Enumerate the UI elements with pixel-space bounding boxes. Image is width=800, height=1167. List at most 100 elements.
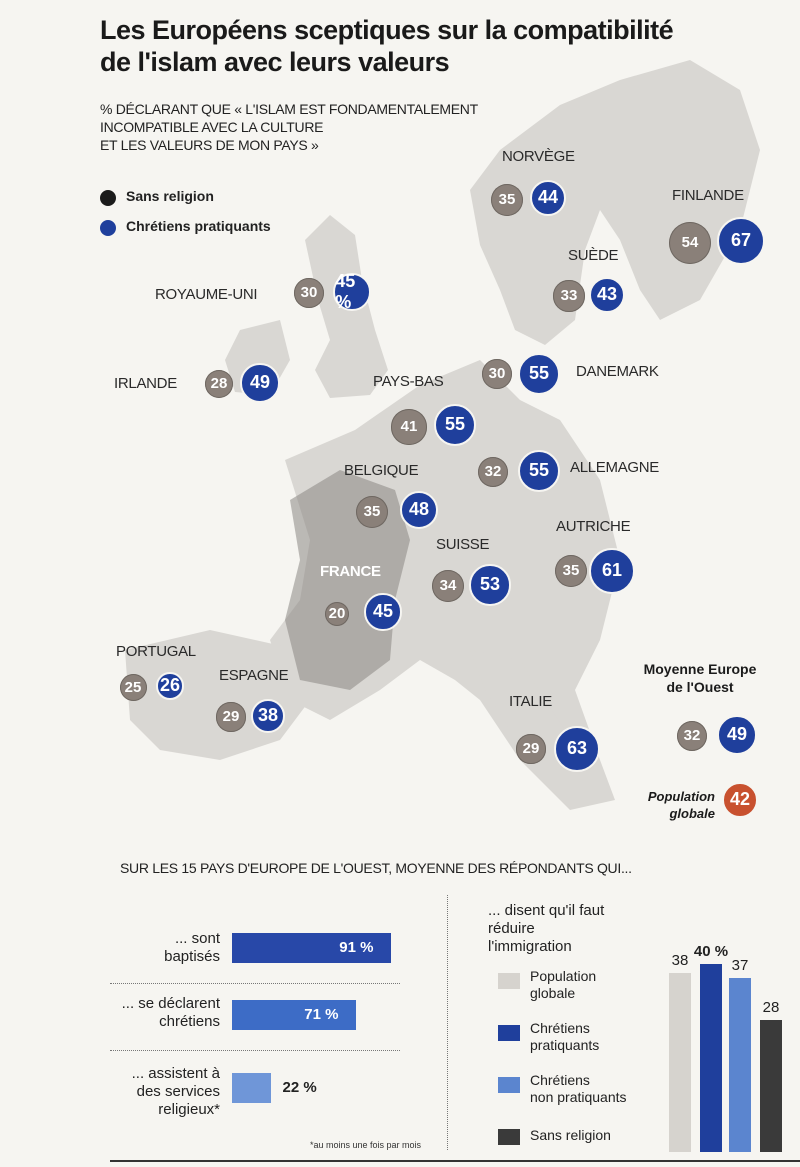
- bar-label: ... se déclarent chrétiens: [100, 995, 220, 1031]
- immigration-heading: ... disent qu'il faut réduire l'immigrat…: [488, 902, 648, 956]
- bubble-chretiens-pratiquants-portugal: 26: [156, 672, 184, 700]
- country-label-italie: ITALIE: [509, 693, 552, 710]
- bar-label-line: chrétiens: [159, 1013, 220, 1030]
- country-label-irlande: IRLANDE: [114, 375, 177, 392]
- country-label-danemark: DANEMARK: [576, 363, 659, 380]
- immigration-heading-line: ... disent qu'il faut réduire: [488, 902, 605, 937]
- country-label-pays-bas: PAYS-BAS: [373, 373, 444, 390]
- legend-swatch: [498, 1025, 520, 1041]
- legend-label-line: pratiquants: [530, 1037, 600, 1053]
- bubble-chretiens-pratiquants-france: 45: [364, 593, 402, 631]
- country-label-autriche: AUTRICHE: [556, 518, 631, 535]
- bubble-chretiens-pratiquants-royaume-uni: 45 %: [333, 271, 371, 312]
- bubble-sans-religion-average: 32: [676, 720, 708, 752]
- main-title: Les Européens sceptiques sur la compatib…: [100, 14, 740, 78]
- bar-value-label: 71 %: [304, 1006, 339, 1023]
- legend-label: Chrétiens pratiquants: [126, 218, 271, 234]
- legend-label-line: Chrétiens: [530, 1020, 590, 1036]
- bubble-chretiens-pratiquants-irlande: 49: [240, 363, 280, 403]
- bubble-sans-religion-france: 20: [324, 601, 350, 627]
- population-globale-label-line: globale: [669, 806, 715, 821]
- average-title: Moyenne Europe de l'Ouest: [630, 660, 770, 696]
- bar-label-line: ... sont: [174, 930, 220, 947]
- title-line: de l'islam avec leurs valeurs: [100, 47, 450, 77]
- legend-swatch: [498, 973, 520, 989]
- legend-label-line: globale: [530, 985, 576, 1001]
- bubble-sans-religion-belgique: 35: [355, 495, 389, 529]
- legend-label: Sans religion: [530, 1127, 611, 1144]
- bar-label-line: ... se déclarent: [121, 995, 220, 1012]
- legend-label-line: Sans religion: [530, 1127, 611, 1143]
- bar-section-heading: SUR LES 15 PAYS D'EUROPE DE L'OUEST, MOY…: [120, 860, 632, 876]
- title-line: Les Européens sceptiques sur la compatib…: [100, 15, 674, 45]
- bar-label: ... sont baptisés: [100, 930, 220, 966]
- bar-separator: [110, 1050, 400, 1051]
- vertical-bar-value: 28: [762, 999, 780, 1017]
- bar-label-line: ... assistent à: [131, 1065, 220, 1082]
- country-label-suede: SUÈDE: [568, 247, 619, 264]
- bar-3: [232, 1073, 271, 1103]
- bubble-sans-religion-italie: 29: [516, 734, 546, 764]
- vertical-bar: [729, 978, 751, 1152]
- bubble-sans-religion-suede: 33: [553, 280, 585, 312]
- bubble-population-globale: 42: [722, 782, 758, 818]
- country-label-allemagne: ALLEMAGNE: [570, 459, 659, 476]
- bubble-sans-religion-pays-bas: 41: [391, 409, 427, 445]
- legend-label: Chrétiens pratiquants: [530, 1020, 599, 1054]
- country-label-belgique: BELGIQUE: [344, 462, 419, 479]
- subtitle: % DÉCLARANT QUE « L'ISLAM EST FONDAMENTA…: [100, 100, 530, 154]
- immigration-heading-line: l'immigration: [488, 938, 572, 955]
- legend-label-line: Chrétiens: [530, 1072, 590, 1088]
- section-divider: [447, 895, 448, 1150]
- bar-label-line: religieux*: [158, 1101, 220, 1118]
- country-label-espagne: ESPAGNE: [219, 667, 289, 684]
- bubble-chretiens-pratiquants-autriche: 61: [589, 548, 635, 594]
- average-title-line: Moyenne Europe: [643, 661, 757, 677]
- bar-label: ... assistent à des services religieux*: [100, 1065, 220, 1119]
- bar-2: [232, 1000, 357, 1030]
- bar-label-line: baptisés: [164, 948, 220, 965]
- country-label-norvege: NORVÈGE: [502, 148, 575, 165]
- bubble-sans-religion-royaume-uni: 30: [294, 278, 324, 308]
- bubble-chretiens-pratiquants-allemagne: 55: [517, 449, 561, 493]
- country-label-portugal: PORTUGAL: [116, 643, 196, 660]
- legend-swatch: [498, 1129, 520, 1145]
- subtitle-line: % DÉCLARANT QUE « L'ISLAM EST FONDAMENTA…: [100, 101, 478, 117]
- vertical-bar: [669, 973, 691, 1152]
- legend-label-line: non pratiquants: [530, 1089, 627, 1105]
- bubble-chretiens-pratiquants-norvege: 44: [529, 179, 567, 217]
- bubble-sans-religion-danemark: 30: [482, 359, 512, 389]
- bar-1: [232, 933, 392, 963]
- bubble-chretiens-pratiquants-danemark: 55: [517, 352, 561, 396]
- bottom-rule: [110, 1160, 800, 1162]
- vertical-bar-value: 40 %: [693, 943, 729, 960]
- bar-value-label: 22 %: [282, 1079, 317, 1096]
- vertical-bar: [700, 964, 722, 1152]
- bubble-sans-religion-espagne: 29: [216, 702, 246, 732]
- legend-swatch-blue: [100, 220, 116, 236]
- bubble-sans-religion-autriche: 35: [554, 554, 588, 588]
- bubble-chretiens-pratiquants-italie: 63: [553, 725, 601, 773]
- bar-separator: [110, 983, 400, 984]
- legend-swatch: [498, 1077, 520, 1093]
- bubble-chretiens-pratiquants-finlande: 67: [716, 216, 766, 266]
- legend-label: Sans religion: [126, 188, 214, 204]
- country-label-finlande: FINLANDE: [672, 187, 744, 204]
- vertical-bar: [760, 1020, 782, 1152]
- bar-label-line: des services: [136, 1083, 220, 1100]
- population-globale-label-line: Population: [647, 789, 715, 804]
- bubble-chretiens-pratiquants-espagne: 38: [251, 699, 285, 733]
- bubble-sans-religion-irlande: 28: [204, 369, 234, 399]
- country-label-royaume-uni: ROYAUME-UNI: [155, 286, 258, 303]
- legend-label: Population globale: [530, 968, 596, 1002]
- legend-label: Chrétiens non pratiquants: [530, 1072, 627, 1106]
- bubble-sans-religion-suisse: 34: [432, 570, 464, 602]
- bar-value-label: 91 %: [339, 939, 374, 956]
- bubble-chretiens-pratiquants-suisse: 53: [469, 564, 511, 606]
- bubble-chretiens-pratiquants-belgique: 48: [399, 490, 439, 530]
- vertical-bar-value: 38: [671, 952, 689, 970]
- country-label-suisse: SUISSE: [436, 536, 490, 553]
- population-globale-label: Population globale: [630, 788, 715, 822]
- bubble-sans-religion-norvege: 35: [490, 183, 524, 217]
